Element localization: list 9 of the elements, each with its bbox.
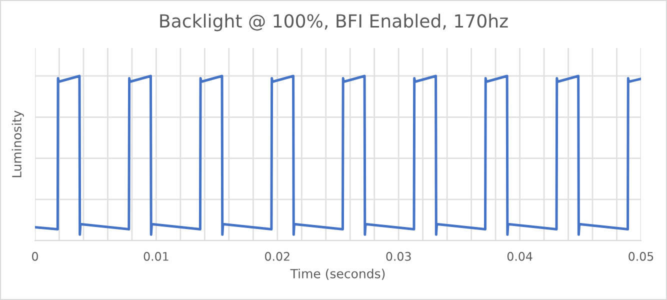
x-tick-label: 0.02 bbox=[265, 252, 290, 261]
x-tick-label: 0.03 bbox=[386, 252, 411, 261]
x-tick-label: 0.01 bbox=[144, 252, 168, 261]
x-tick-label: 0.04 bbox=[507, 252, 532, 261]
x-tick-label: 0 bbox=[32, 252, 38, 261]
x-tick-label: 0.05 bbox=[628, 252, 654, 261]
y-axis-title: Luminosity bbox=[12, 110, 24, 178]
chart-title: Backlight @ 100%, BFI Enabled, 170hz bbox=[160, 14, 508, 32]
x-axis-title: Time (seconds) bbox=[290, 268, 385, 280]
